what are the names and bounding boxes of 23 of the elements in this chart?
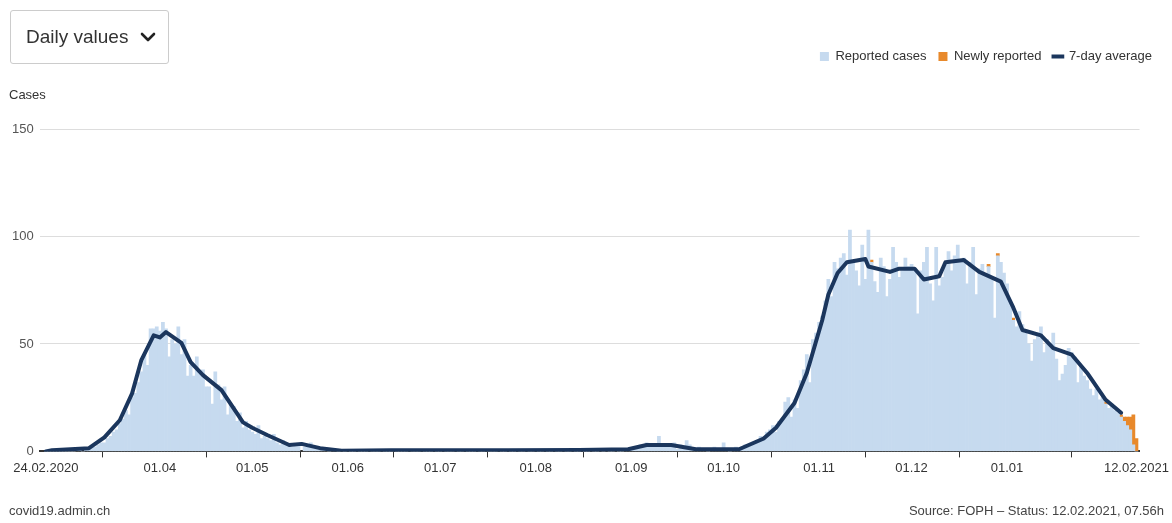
y-tick-label: 150	[11, 120, 34, 136]
x-tick-label: 24.02.2020	[13, 459, 79, 475]
x-tick-label: 12.02.2021	[1103, 459, 1169, 475]
y-tick-label: 100	[11, 228, 34, 244]
legend-label: Reported cases	[835, 48, 927, 64]
source-note: Source: FOPH – Status: 12.02.2021, 07.56h	[908, 503, 1164, 518]
y-tick-label: 50	[19, 335, 34, 351]
x-tick-label: 01.06	[331, 459, 365, 475]
x-tick-label: 01.08	[519, 459, 552, 475]
x-tick-label: 01.07	[423, 459, 457, 475]
legend-label: Newly reported	[953, 48, 1042, 64]
x-tick-label: 01.05	[235, 459, 269, 475]
x-tick-label: 01.04	[143, 459, 177, 475]
x-tick-label: 01.09	[614, 459, 648, 475]
y-tick-label: 0	[26, 442, 34, 458]
y-axis-title: Cases	[9, 87, 46, 102]
x-tick-label: 01.01	[990, 459, 1024, 475]
x-tick-label: 01.11	[803, 459, 835, 475]
text: covid19.admin.ch	[9, 503, 111, 518]
text: Daily values	[26, 26, 129, 48]
x-tick-label: 01.12	[895, 459, 928, 475]
x-tick-label: 01.10	[707, 459, 740, 475]
legend-label: 7-day average	[1068, 48, 1153, 64]
